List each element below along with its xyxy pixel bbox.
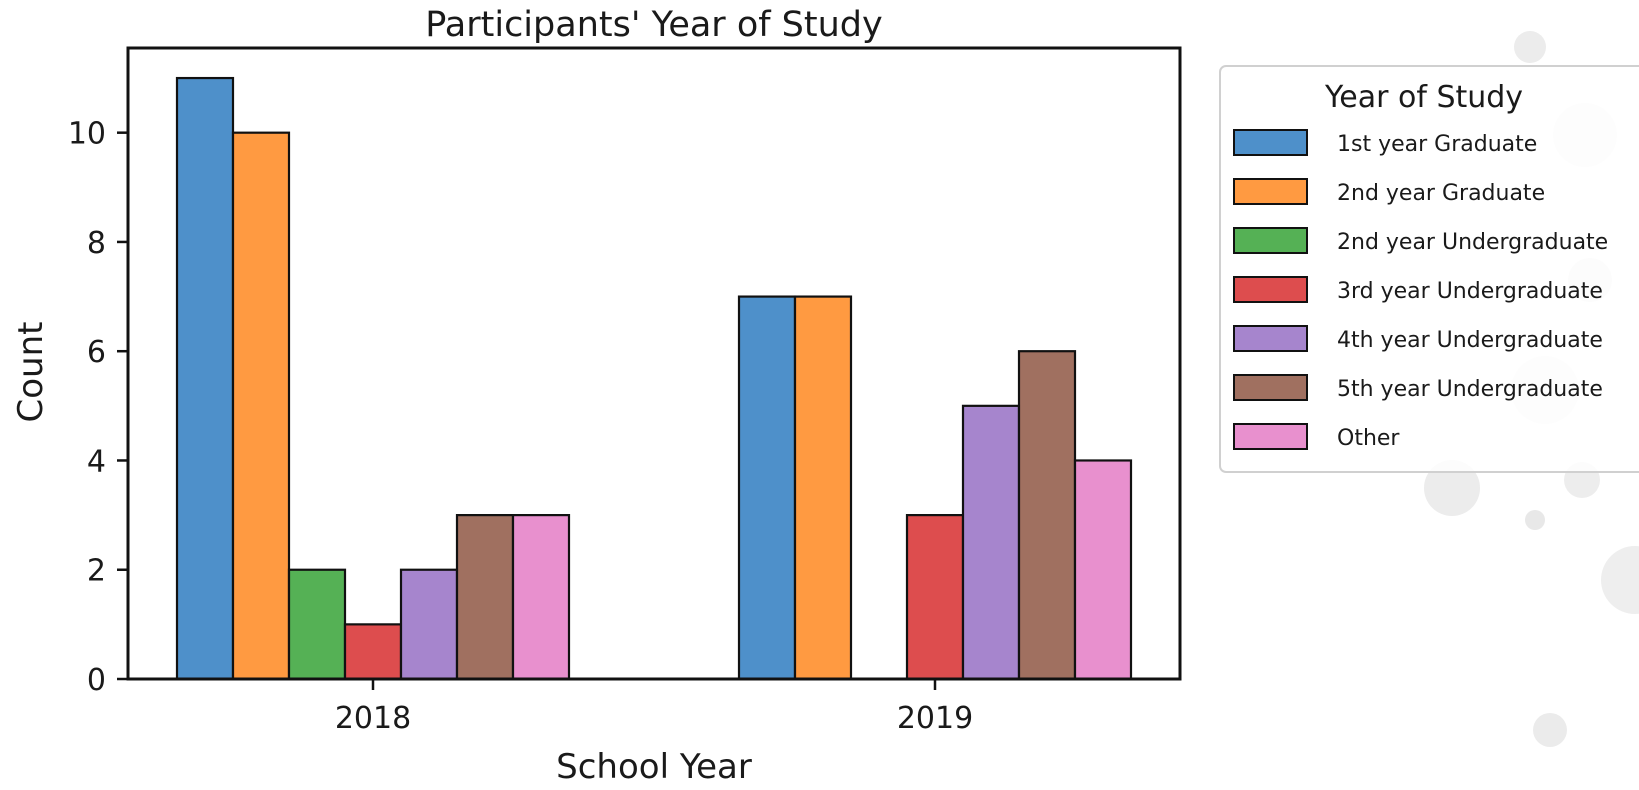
y-tick-label-0: 0 <box>87 663 106 698</box>
y-axis-label: Count <box>11 322 51 423</box>
legend-label-5: 4th year Undergraduate <box>1337 328 1603 353</box>
x-axis: 2018 2019 <box>335 679 973 736</box>
y-tick-label-8: 8 <box>87 226 106 261</box>
legend: Year of Study 1st year Graduate 2nd year … <box>1219 65 1639 473</box>
legend-swatch-7 <box>1233 423 1308 450</box>
legend-swatch-3 <box>1233 227 1308 254</box>
legend-title: Year of Study <box>1324 80 1523 115</box>
legend-label-6: 5th year Undergraduate <box>1337 377 1603 402</box>
y-tick-label-10: 10 <box>68 117 106 152</box>
bar-2019-series-7 <box>1073 459 1133 681</box>
x-tick-label-2018: 2018 <box>335 701 411 736</box>
bar-2018-series-4 <box>343 623 403 681</box>
bar-2018-series-2 <box>231 131 291 681</box>
legend-swatch-5 <box>1233 325 1308 352</box>
x-axis-label: School Year <box>556 747 752 786</box>
bar-2019-series-6 <box>1017 350 1077 681</box>
y-axis: 0 2 4 6 8 10 <box>68 117 128 698</box>
plot-frame <box>126 46 1182 681</box>
bar-2018-series-7 <box>511 514 571 681</box>
legend-swatch-1 <box>1233 129 1308 156</box>
bar-2019-series-5 <box>961 404 1021 681</box>
legend-swatch-2 <box>1233 178 1308 205</box>
legend-swatch-4 <box>1233 276 1308 303</box>
legend-frame <box>1219 65 1639 473</box>
bar-2019-series-4 <box>905 514 965 681</box>
bar-2018-series-6 <box>455 514 515 681</box>
bar-2018-series-1 <box>175 76 235 681</box>
chart-title: Participants' Year of Study <box>425 5 882 45</box>
legend-label-4: 3rd year Undergraduate <box>1337 279 1603 304</box>
y-tick-label-6: 6 <box>87 335 106 370</box>
y-tick-label-4: 4 <box>87 444 106 479</box>
bar-2019-series-1 <box>737 295 797 681</box>
legend-label-2: 2nd year Graduate <box>1337 181 1545 206</box>
plot-area <box>126 46 1182 681</box>
legend-swatch-6 <box>1233 374 1308 401</box>
legend-label-3: 2nd year Undergraduate <box>1337 230 1608 255</box>
legend-label-1: 1st year Graduate <box>1337 132 1537 157</box>
x-tick-label-2019: 2019 <box>897 701 973 736</box>
legend-items: 1st year Graduate 2nd year Graduate 2nd ye… <box>1233 129 1608 451</box>
y-tick-label-2: 2 <box>87 554 106 589</box>
bar-2019-series-2 <box>793 295 853 681</box>
legend-label-7: Other <box>1337 426 1400 451</box>
bar-2018-series-5 <box>399 568 459 681</box>
bar-2018-series-3 <box>287 568 347 681</box>
